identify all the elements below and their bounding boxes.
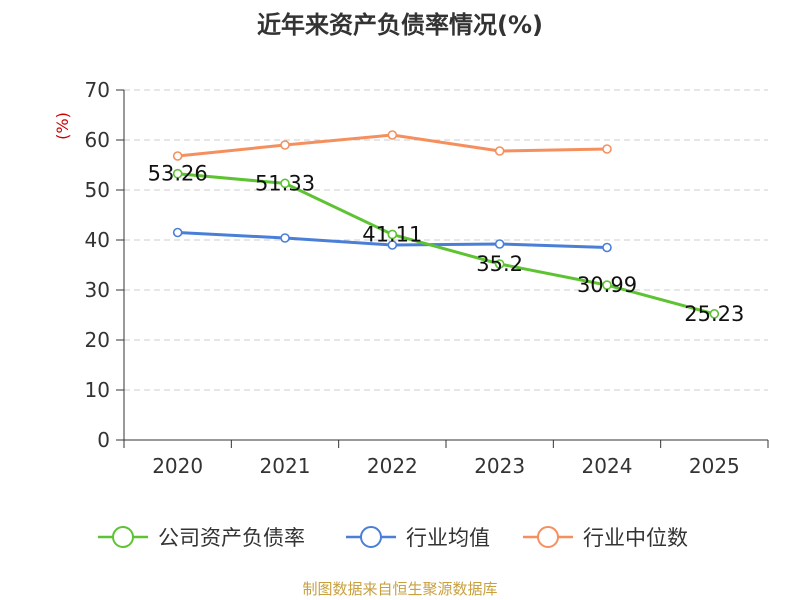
data-point bbox=[709, 309, 720, 319]
series-lines bbox=[172, 130, 720, 319]
legend-label: 行业均值 bbox=[406, 526, 490, 550]
data-label: 35.2 bbox=[476, 252, 523, 276]
y-tick-label: 60 bbox=[85, 128, 110, 152]
data-label: 30.99 bbox=[577, 273, 637, 297]
legend-marker bbox=[112, 526, 134, 548]
legend-label: 行业中位数 bbox=[583, 526, 688, 550]
data-point bbox=[602, 242, 612, 253]
data-point bbox=[387, 240, 398, 250]
y-tick-label: 50 bbox=[85, 178, 110, 202]
y-tick-labels: 0 10 20 30 40 50 60 70 bbox=[85, 78, 110, 452]
legend: 公司资产负债率 行业均值 行业中位数 bbox=[98, 526, 688, 550]
data-point bbox=[280, 140, 290, 150]
y-axis-label: (%) bbox=[53, 112, 72, 140]
x-tick-labels: 2020 2021 2022 2023 2024 2025 bbox=[152, 454, 740, 478]
data-point bbox=[602, 144, 612, 154]
y-tick-label: 70 bbox=[85, 78, 110, 102]
legend-label: 公司资产负债率 bbox=[158, 526, 305, 550]
axes bbox=[116, 89, 769, 448]
data-point bbox=[172, 168, 183, 179]
data-point bbox=[494, 259, 505, 269]
source-note: 制图数据来自恒生聚源数据库 bbox=[302, 580, 497, 598]
x-tick-label: 2020 bbox=[152, 454, 203, 478]
y-tick-label: 0 bbox=[97, 428, 110, 452]
x-tick-label: 2025 bbox=[689, 454, 740, 478]
x-tick-label: 2023 bbox=[474, 454, 525, 478]
y-tick-label: 10 bbox=[85, 378, 110, 402]
data-point bbox=[280, 178, 290, 189]
data-label: 53.26 bbox=[148, 162, 208, 186]
series-line bbox=[177, 172, 715, 316]
chart-title: 近年来资产负债率情况(%) bbox=[257, 11, 543, 39]
y-tick-label: 20 bbox=[85, 328, 110, 352]
y-tick-label: 30 bbox=[85, 278, 110, 302]
data-point bbox=[387, 229, 398, 240]
x-tick-label: 2024 bbox=[582, 454, 633, 478]
y-tick-label: 40 bbox=[85, 228, 110, 252]
x-tick-label: 2022 bbox=[367, 454, 418, 478]
data-point bbox=[494, 239, 505, 249]
data-point bbox=[387, 130, 398, 140]
data-labels: 53.26 51.33 41.11 35.2 30.99 25.23 bbox=[148, 162, 745, 326]
data-point bbox=[602, 280, 612, 290]
data-label: 25.23 bbox=[684, 302, 744, 326]
x-tick-label: 2021 bbox=[260, 454, 311, 478]
grid-lines bbox=[124, 89, 768, 391]
data-point bbox=[172, 227, 183, 238]
data-label: 41.11 bbox=[362, 222, 422, 246]
data-point bbox=[280, 233, 290, 243]
legend-marker bbox=[360, 526, 382, 548]
legend-marker bbox=[537, 526, 559, 548]
data-label: 51.33 bbox=[255, 171, 315, 195]
data-point bbox=[494, 146, 505, 156]
data-point bbox=[172, 151, 183, 161]
